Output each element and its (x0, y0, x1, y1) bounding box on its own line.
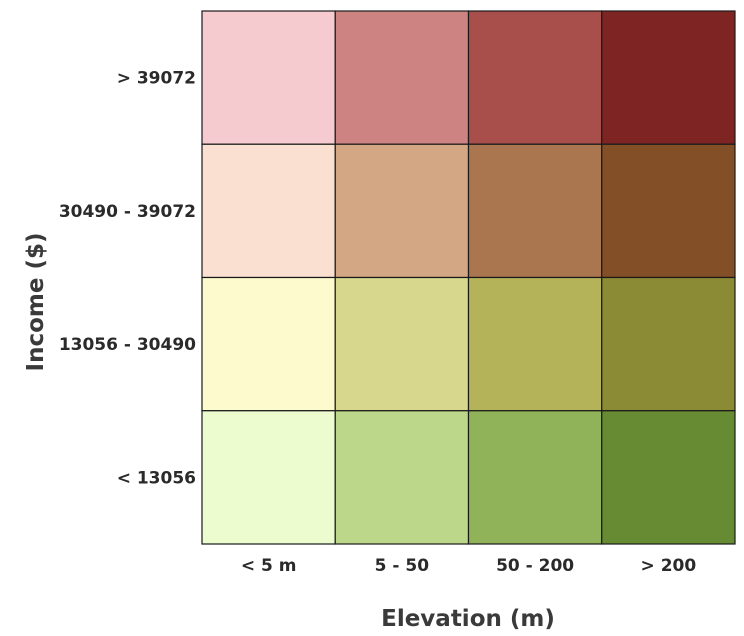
heatmap-cell-r2-c1 (334, 276, 470, 412)
heatmap-cell-r0-c3 (601, 10, 736, 145)
heatmap-cell-r2-c3 (601, 276, 736, 412)
heatmap-cell-r1-c3 (601, 143, 736, 279)
heatmap-cell-r3-c2 (467, 410, 603, 545)
heatmap-cell-r3-c0 (201, 410, 336, 545)
heatmap-cell-r3-c1 (334, 410, 470, 545)
heatmap-cell-r3-c3 (601, 410, 736, 545)
y-tick-label: > 39072 (117, 69, 196, 89)
x-tick-label: > 200 (641, 556, 697, 576)
heatmap-cell-r1-c2 (467, 143, 603, 279)
x-tick-label: < 5 m (241, 556, 297, 576)
y-tick-label: 30490 - 39072 (59, 202, 196, 222)
y-tick-label: 13056 - 30490 (59, 335, 196, 355)
heatmap-cell-r1-c0 (201, 143, 336, 279)
x-axis-title: Elevation (m) (381, 606, 555, 632)
heatmap-cell-r2-c2 (467, 276, 603, 412)
heatmap-cell-r0-c0 (201, 10, 336, 145)
heatmap-cell-r0-c1 (334, 10, 470, 145)
y-axis-title: Income ($) (23, 233, 49, 372)
x-tick-label: 50 - 200 (496, 556, 574, 576)
heatmap-cell-r2-c0 (201, 276, 336, 412)
cells-layer (201, 10, 736, 545)
x-tick-label: 5 - 50 (375, 556, 430, 576)
x-tick-labels: < 5 m 5 - 50 50 - 200 > 200 (241, 556, 697, 576)
y-tick-labels: > 39072 30490 - 39072 13056 - 30490 < 13056 (59, 69, 196, 489)
heatmap-cell-r0-c2 (467, 10, 603, 145)
y-tick-label: < 13056 (117, 468, 196, 488)
heatmap-cell-r1-c1 (334, 143, 470, 279)
